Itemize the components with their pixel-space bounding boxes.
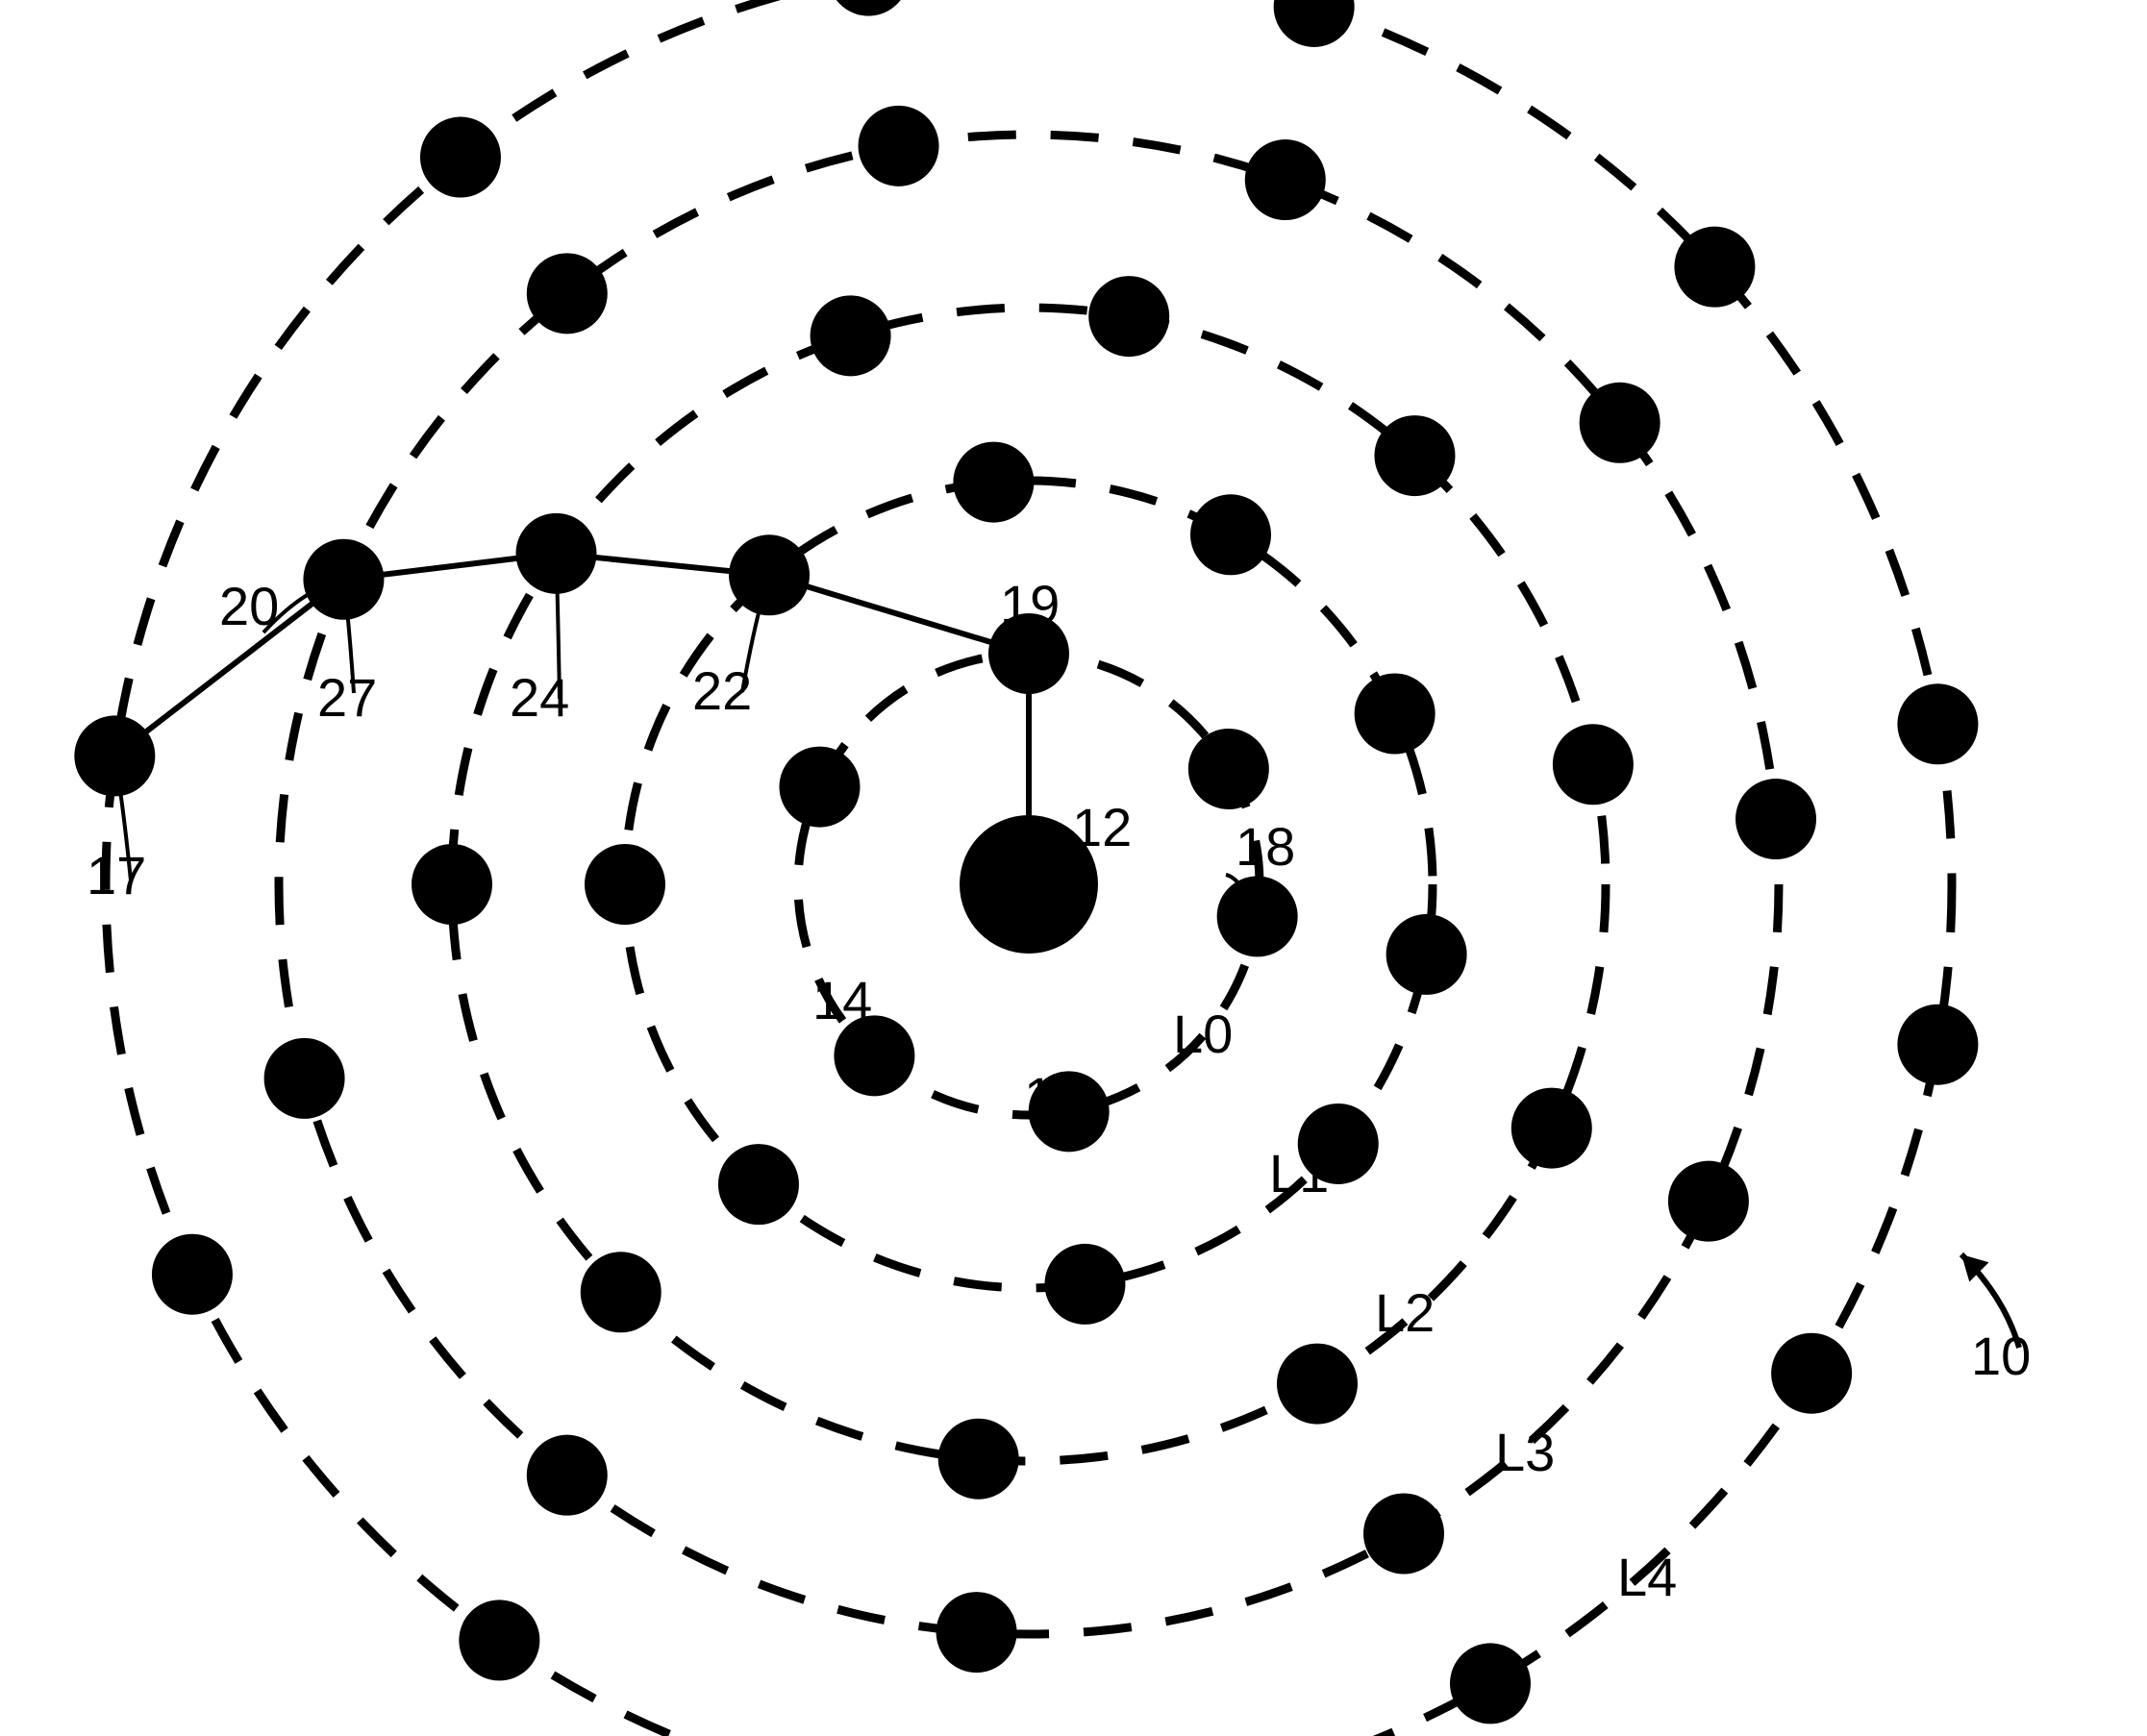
node-L3 [527,1435,608,1516]
node-L2 [1511,1088,1592,1169]
label-17: 17 [87,845,146,905]
node-L2 [412,844,492,925]
node-L4 [152,1234,233,1315]
leader-19 [1027,632,1029,654]
label-19: 19 [1000,574,1060,634]
label-L4: L4 [1617,1547,1677,1607]
node-L4 [1674,227,1755,308]
node-L4 [828,0,909,16]
node-L2 [1277,1344,1358,1425]
node-L3 [264,1038,345,1119]
label-14: 14 [812,970,872,1030]
node-L3 [527,253,608,334]
concentric-network-diagram: 12 14 16 18 19 22 24 27 20 17 L0 L1 L2 L3 L4 10 [0,0,2147,1736]
node-L3 [936,1592,1017,1673]
node-L2 [1088,276,1169,357]
label-20: 20 [219,576,279,636]
labels-group: 12 14 16 18 19 22 24 27 20 17 L0 L1 L2 L3 L4 10 [87,574,2031,1607]
node-L3 [1580,383,1660,463]
label-18: 18 [1236,816,1295,877]
node-L4 [1771,1333,1852,1414]
node-L4 [1450,1643,1531,1724]
label-24: 24 [510,667,569,728]
label-L0: L0 [1173,1004,1233,1064]
label-10: 10 [1971,1326,2031,1386]
node-L1 [585,844,665,925]
node-L3 [1363,1493,1444,1574]
node-L3 [1735,779,1816,859]
node-L2 [581,1252,662,1332]
node-L3 [1245,139,1326,220]
label-L3: L3 [1495,1422,1555,1482]
node-L2 [811,295,891,376]
node-L1 [718,1144,799,1225]
node-L3 [1668,1161,1749,1242]
node-L0 [1188,729,1269,809]
label-L1: L1 [1269,1143,1329,1203]
node-L4 [1897,1004,1978,1085]
label-27: 27 [317,667,377,728]
node-L1 [1190,494,1271,575]
node-L4 [1274,0,1355,47]
label-22: 22 [692,660,752,721]
label-12: 12 [1072,797,1132,857]
node-L2 [1553,724,1634,805]
node-L1 [1355,674,1435,755]
node-L1 [1044,1244,1125,1325]
label-16: 16 [1024,1066,1084,1127]
node-L1 [953,442,1034,523]
node-L4 [459,1600,539,1680]
node-L2 [1374,415,1455,496]
node-L4 [420,117,501,198]
node-L3 [859,106,939,186]
node-L0 [779,747,860,828]
label-L2: L2 [1375,1282,1435,1343]
nodes-group [74,0,1978,1736]
node-L2 [938,1419,1019,1500]
node-L1 [1386,914,1467,995]
node-L4 [1897,683,1978,764]
